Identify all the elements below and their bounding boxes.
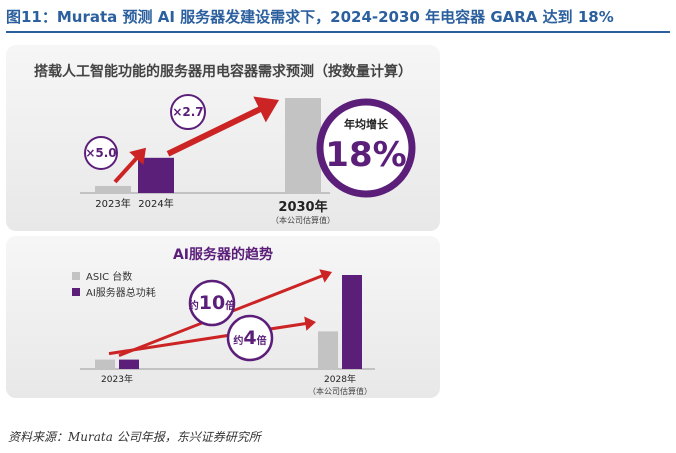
legend-swatch-asic [72, 272, 80, 280]
multiplier-badge-2-circle [170, 94, 206, 130]
trend-badge-part: 10 [199, 292, 225, 314]
cagr-badge-label: 年均增长 [344, 117, 389, 131]
multiplier-badge-1-label: ×5.0 [85, 146, 116, 160]
x-tick-label: 2028年 [324, 373, 356, 385]
chart2-title: AI服务器的趋势 [173, 246, 273, 263]
bar-2023年 [95, 185, 131, 193]
panel-top [6, 45, 440, 231]
trend-badge-part: 约 [189, 299, 199, 312]
multiplier-badge-1-circle [84, 136, 118, 170]
cagr-badge-value: 18% [325, 135, 406, 175]
bar-AI服务器总功耗-2023年 [119, 359, 139, 369]
title-rule [6, 31, 670, 33]
trend-badge-circle [188, 279, 236, 327]
legend-label-power: AI服务器总功耗 [86, 286, 156, 299]
growth-arrow-2 [166, 96, 279, 157]
bar-AI服务器总功耗-2028年 [342, 275, 362, 369]
cagr-badge-circle [316, 98, 416, 198]
trend-badge-label: 约10倍 [189, 292, 235, 314]
trend-badge-circle [226, 314, 274, 362]
chart1-title: 搭载人工智能功能的服务器用电容器需求预测（按数量计算） [34, 63, 412, 80]
trend-badge-label: 约4倍 [233, 327, 266, 349]
x-tick-note: （本公司估算值） [308, 386, 372, 396]
trend-badge-part: 4 [243, 327, 256, 349]
trend-arrow-asic [108, 316, 316, 356]
multiplier-badge-2-label: ×2.7 [172, 105, 203, 119]
bar-2024年 [138, 157, 174, 193]
trend-badge-part: 约 [233, 334, 243, 347]
legend-label-asic: ASIC 台数 [86, 270, 132, 283]
x-tick-label: 2023年 [95, 197, 130, 210]
x-tick-label: 2030年 [278, 199, 327, 215]
x-tick-label: 2024年 [138, 197, 173, 210]
legend-swatch-power [72, 288, 80, 296]
growth-arrow-1 [113, 147, 146, 184]
figure-title: 图11：Murata 预测 AI 服务器发建设需求下，2024-2030 年电容… [6, 8, 614, 26]
bar-ASIC 台数-2028年 [318, 331, 338, 369]
bar-2030年 [285, 98, 321, 193]
chart1-marks: 2023年 2024年 2030年（本公司估算值） ×5.0 ×2.7 年均增长 18% [84, 94, 416, 225]
trend-badge-part: 倍 [225, 299, 235, 312]
x-tick-label: 2023年 [101, 373, 133, 385]
source-note: 资料来源：Murata 公司年报，东兴证券研究所 [8, 430, 261, 444]
x-tick-note: （本公司估算值） [271, 215, 335, 225]
bar-ASIC 台数-2023年 [95, 359, 115, 369]
trend-badge-part: 倍 [257, 334, 267, 347]
